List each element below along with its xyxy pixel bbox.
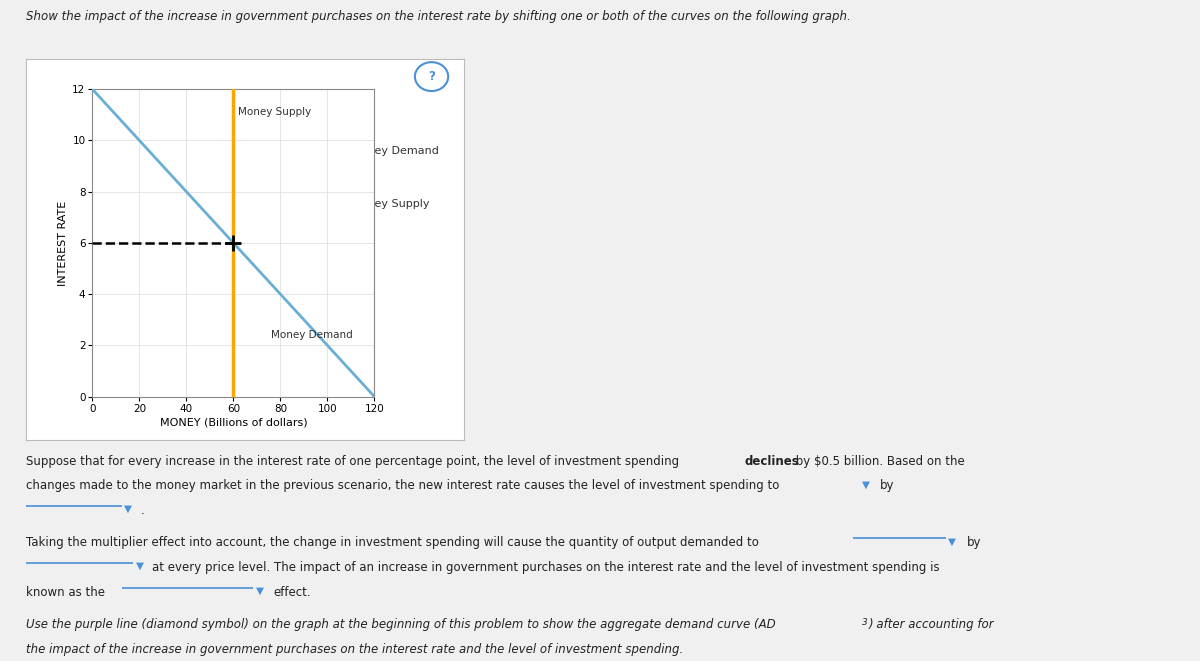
Text: declines: declines: [744, 455, 799, 468]
Text: by: by: [880, 479, 894, 492]
Text: ) after accounting for: ) after accounting for: [869, 618, 995, 631]
Text: effect.: effect.: [274, 586, 311, 599]
Y-axis label: INTEREST RATE: INTEREST RATE: [58, 200, 68, 286]
Text: .: .: [140, 504, 144, 517]
Text: the impact of the increase in government purchases on the interest rate and the : the impact of the increase in government…: [26, 642, 684, 656]
Text: known as the: known as the: [26, 586, 106, 599]
Text: Money Supply: Money Supply: [350, 199, 430, 209]
Text: ▼: ▼: [948, 536, 956, 546]
Text: Money Demand: Money Demand: [271, 330, 353, 340]
Text: at every price level. The impact of an increase in government purchases on the i: at every price level. The impact of an i…: [152, 561, 940, 574]
Text: 3: 3: [862, 618, 868, 627]
Text: ▼: ▼: [256, 586, 264, 596]
Text: Taking the multiplier effect into account, the change in investment spending wil: Taking the multiplier effect into accoun…: [26, 536, 760, 549]
Text: Money Demand: Money Demand: [350, 145, 438, 156]
Text: Suppose that for every increase in the interest rate of one percentage point, th: Suppose that for every increase in the i…: [26, 455, 683, 468]
Text: ▼: ▼: [862, 479, 870, 490]
Text: ▼: ▼: [124, 504, 132, 514]
Text: Show the impact of the increase in government purchases on the interest rate by : Show the impact of the increase in gover…: [26, 10, 851, 23]
Text: ?: ?: [428, 70, 434, 83]
Text: by $0.5 billion. Based on the: by $0.5 billion. Based on the: [792, 455, 965, 468]
Text: ▼: ▼: [136, 561, 144, 571]
Text: by: by: [967, 536, 982, 549]
Text: changes made to the money market in the previous scenario, the new interest rate: changes made to the money market in the …: [26, 479, 780, 492]
X-axis label: MONEY (Billions of dollars): MONEY (Billions of dollars): [160, 418, 307, 428]
Text: Use the purple line (diamond symbol) on the graph at the beginning of this probl: Use the purple line (diamond symbol) on …: [26, 618, 776, 631]
Text: Money Supply: Money Supply: [238, 107, 311, 117]
